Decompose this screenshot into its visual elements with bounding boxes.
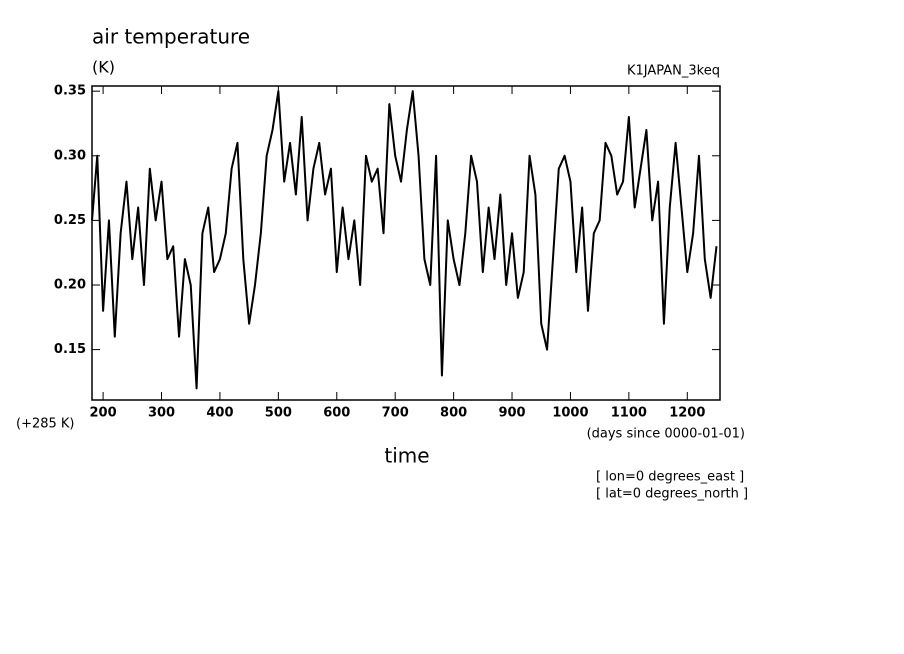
y-offset-label: (+285 K): [16, 417, 75, 432]
y-tick-label: 0.35: [54, 84, 86, 99]
subtitle: K1JAPAN_3keq: [627, 64, 720, 79]
x-tick-label: 1000: [552, 406, 588, 421]
chart-title: air temperature: [92, 25, 250, 49]
annotation: [ lat=0 degrees_north ]: [596, 487, 748, 502]
annotation: [ lon=0 degrees_east ]: [596, 470, 744, 485]
data-line: [91, 90, 718, 390]
x-tick-label: 1100: [611, 406, 647, 421]
x-tick-label: 600: [323, 406, 350, 421]
x-tick-label: 400: [206, 406, 233, 421]
y-tick-label: 0.15: [54, 342, 86, 357]
x-tick-label: 200: [90, 406, 117, 421]
plot-frame: [91, 85, 721, 401]
y-tick-label: 0.30: [54, 148, 86, 163]
y-axis-label: (K): [92, 58, 115, 77]
y-tick-label: 0.20: [54, 277, 86, 292]
x-units: (days since 0000-01-01): [587, 427, 745, 442]
x-axis-label: time: [384, 444, 429, 468]
y-tick-label: 0.25: [54, 213, 86, 228]
x-tick-label: 900: [498, 406, 525, 421]
x-tick-label: 700: [382, 406, 409, 421]
x-tick-label: 1200: [669, 406, 705, 421]
x-tick-label: 800: [440, 406, 467, 421]
x-tick-label: 500: [265, 406, 292, 421]
x-tick-label: 300: [148, 406, 175, 421]
